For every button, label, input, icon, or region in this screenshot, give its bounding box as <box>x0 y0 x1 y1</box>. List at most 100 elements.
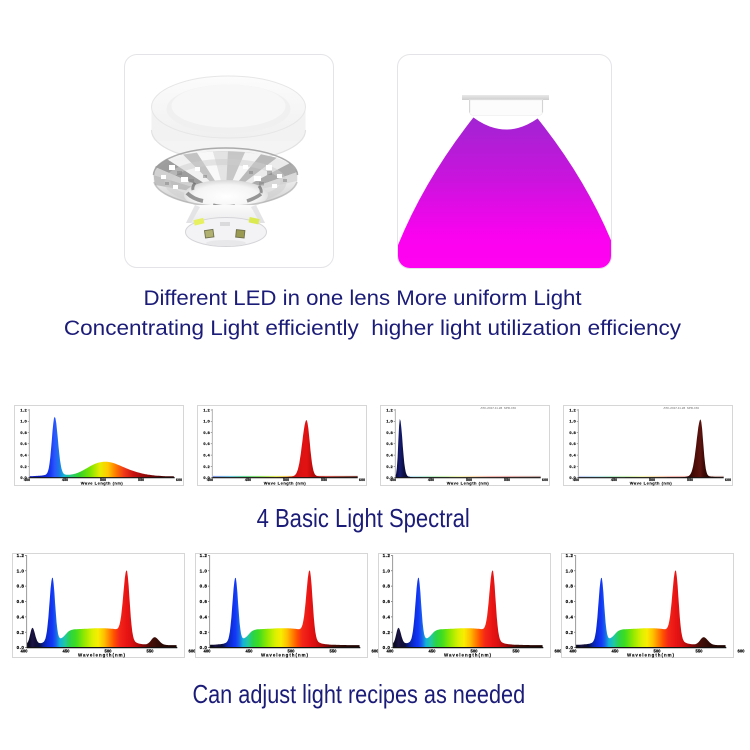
svg-text:400: 400 <box>570 649 578 654</box>
svg-text:0.6: 0.6 <box>17 599 25 604</box>
svg-text:1.0: 1.0 <box>200 568 208 573</box>
svg-text:Wave Length (nm): Wave Length (nm) <box>447 481 490 486</box>
svg-text:0.4: 0.4 <box>17 615 25 620</box>
svg-text:1.0: 1.0 <box>569 419 576 424</box>
svg-text:Wavelength(nm): Wavelength(nm) <box>627 653 675 658</box>
svg-text:0.4: 0.4 <box>569 453 576 458</box>
svg-text:0.8: 0.8 <box>200 584 208 589</box>
svg-text:400: 400 <box>573 478 579 482</box>
svg-text:0.8: 0.8 <box>383 584 391 589</box>
svg-text:450: 450 <box>245 478 251 482</box>
svg-text:0.8: 0.8 <box>386 430 393 435</box>
svg-text:0.8: 0.8 <box>566 584 574 589</box>
svg-text:550: 550 <box>138 478 144 482</box>
svg-text:1.2: 1.2 <box>566 553 574 558</box>
svg-text:0.2: 0.2 <box>383 630 391 635</box>
svg-text:0.4: 0.4 <box>566 615 574 620</box>
svg-text:1.2: 1.2 <box>386 407 393 412</box>
svg-text:0.4: 0.4 <box>386 453 393 458</box>
svg-text:0.0: 0.0 <box>566 645 574 650</box>
svg-text:ATC-2017.11.28 SPD-150: ATC-2017.11.28 SPD-150 <box>663 406 699 410</box>
svg-text:1.0: 1.0 <box>203 419 210 424</box>
svg-text:0.4: 0.4 <box>20 453 27 458</box>
svg-text:0.0: 0.0 <box>569 475 576 480</box>
svg-text:0.0: 0.0 <box>203 475 210 480</box>
svg-text:500: 500 <box>288 649 296 654</box>
svg-text:550: 550 <box>696 649 704 654</box>
svg-text:400: 400 <box>24 478 30 482</box>
svg-text:0.4: 0.4 <box>383 615 391 620</box>
svg-text:0.8: 0.8 <box>569 430 576 435</box>
svg-text:1.0: 1.0 <box>566 568 574 573</box>
svg-text:400: 400 <box>387 649 395 654</box>
svg-text:1.2: 1.2 <box>20 407 27 412</box>
svg-text:600: 600 <box>359 478 365 482</box>
svg-text:0.0: 0.0 <box>386 475 393 480</box>
svg-text:500: 500 <box>466 478 472 482</box>
svg-text:0.0: 0.0 <box>200 645 208 650</box>
svg-text:1.0: 1.0 <box>17 568 25 573</box>
svg-text:600: 600 <box>189 649 197 654</box>
svg-text:450: 450 <box>62 478 68 482</box>
svg-text:0.6: 0.6 <box>20 441 27 446</box>
svg-text:500: 500 <box>649 478 655 482</box>
svg-text:450: 450 <box>63 649 71 654</box>
svg-text:0.6: 0.6 <box>569 441 576 446</box>
svg-text:1.2: 1.2 <box>383 553 391 558</box>
svg-text:0.2: 0.2 <box>569 464 576 469</box>
svg-text:500: 500 <box>100 478 106 482</box>
svg-text:0.2: 0.2 <box>566 630 574 635</box>
svg-text:450: 450 <box>611 478 617 482</box>
svg-text:0.6: 0.6 <box>566 599 574 604</box>
svg-text:0.0: 0.0 <box>383 645 391 650</box>
svg-text:0.6: 0.6 <box>200 599 208 604</box>
svg-text:0.6: 0.6 <box>386 441 393 446</box>
svg-text:600: 600 <box>372 649 380 654</box>
svg-text:600: 600 <box>738 649 746 654</box>
svg-text:0.2: 0.2 <box>20 464 27 469</box>
svg-text:1.2: 1.2 <box>569 407 576 412</box>
svg-text:500: 500 <box>471 649 479 654</box>
svg-text:0.6: 0.6 <box>383 599 391 604</box>
svg-text:Wavelength(nm): Wavelength(nm) <box>261 653 309 658</box>
svg-text:450: 450 <box>429 649 437 654</box>
svg-text:450: 450 <box>612 649 620 654</box>
svg-text:0.8: 0.8 <box>20 430 27 435</box>
svg-text:400: 400 <box>21 649 29 654</box>
svg-text:0.8: 0.8 <box>203 430 210 435</box>
svg-text:400: 400 <box>390 478 396 482</box>
svg-text:Wavelength(nm): Wavelength(nm) <box>78 653 126 658</box>
svg-text:550: 550 <box>513 649 521 654</box>
svg-text:1.0: 1.0 <box>386 419 393 424</box>
svg-text:450: 450 <box>428 478 434 482</box>
svg-text:1.2: 1.2 <box>200 553 208 558</box>
svg-text:0.8: 0.8 <box>17 584 25 589</box>
svg-text:0.2: 0.2 <box>386 464 393 469</box>
svg-text:Wavelength(nm): Wavelength(nm) <box>444 653 492 658</box>
svg-text:600: 600 <box>542 478 548 482</box>
svg-text:550: 550 <box>147 649 155 654</box>
svg-text:0.0: 0.0 <box>17 645 25 650</box>
svg-text:400: 400 <box>204 649 212 654</box>
svg-text:1.0: 1.0 <box>20 419 27 424</box>
svg-text:400: 400 <box>207 478 213 482</box>
svg-text:Wave Length (nm): Wave Length (nm) <box>81 481 124 486</box>
svg-text:550: 550 <box>330 649 338 654</box>
svg-text:600: 600 <box>555 649 563 654</box>
svg-text:0.2: 0.2 <box>203 464 210 469</box>
svg-text:500: 500 <box>654 649 662 654</box>
svg-text:550: 550 <box>504 478 510 482</box>
svg-text:0.0: 0.0 <box>20 475 27 480</box>
svg-text:500: 500 <box>105 649 113 654</box>
svg-text:Wave Length (nm): Wave Length (nm) <box>630 481 673 486</box>
svg-text:0.6: 0.6 <box>203 441 210 446</box>
svg-text:500: 500 <box>283 478 289 482</box>
svg-text:1.2: 1.2 <box>203 407 210 412</box>
svg-text:0.4: 0.4 <box>200 615 208 620</box>
svg-text:450: 450 <box>246 649 254 654</box>
svg-text:600: 600 <box>725 478 731 482</box>
svg-text:0.2: 0.2 <box>17 630 25 635</box>
svg-text:550: 550 <box>321 478 327 482</box>
svg-text:550: 550 <box>687 478 693 482</box>
svg-text:0.2: 0.2 <box>200 630 208 635</box>
